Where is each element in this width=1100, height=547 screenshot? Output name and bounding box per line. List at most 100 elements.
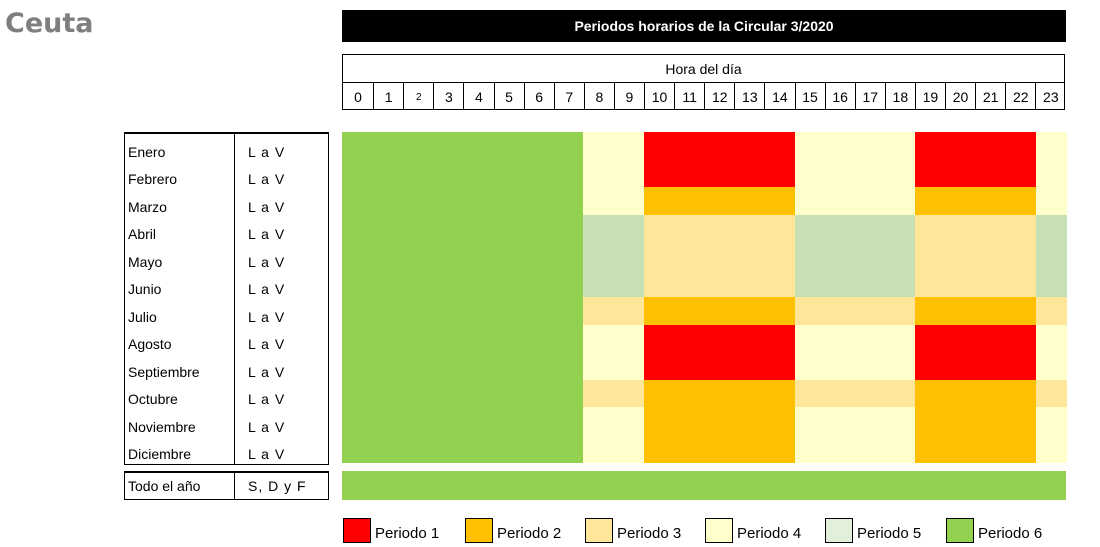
period-cell <box>372 352 403 381</box>
period-cell <box>402 132 434 161</box>
period-cell <box>794 379 826 408</box>
period-cell <box>583 407 615 436</box>
month-label: Octubre <box>128 391 178 408</box>
period-cell <box>915 187 946 216</box>
period-cell <box>432 242 464 271</box>
period-cell <box>704 269 735 298</box>
period-cell <box>885 352 916 381</box>
period-cell <box>462 214 494 243</box>
period-cell <box>794 269 826 298</box>
hour-tick-label: 9 <box>613 83 644 110</box>
hour-tick-label: 7 <box>553 83 584 110</box>
period-cell <box>523 132 554 161</box>
period-cell <box>794 187 826 216</box>
period-cell <box>402 352 434 381</box>
period-cell <box>885 132 916 161</box>
period-cell <box>342 379 373 408</box>
hour-tick-label: 10 <box>644 83 674 110</box>
period-cell <box>945 407 977 436</box>
period-cell <box>824 324 856 353</box>
period-cell <box>734 132 765 161</box>
period-cell <box>704 242 735 271</box>
day-type-label: L a V <box>248 308 286 325</box>
all-year-label: Todo el año <box>128 478 201 494</box>
period-cell <box>673 269 705 298</box>
period-cell <box>1035 352 1067 381</box>
period-cell <box>492 434 524 463</box>
period-cell <box>553 242 584 271</box>
period-cell <box>945 297 977 326</box>
hour-tick-label: 6 <box>523 83 554 110</box>
period-cell <box>643 352 675 381</box>
period-cell <box>673 379 705 408</box>
period-cell <box>915 379 946 408</box>
period-cell <box>643 407 675 436</box>
period-cell <box>1005 407 1037 436</box>
period-cell <box>342 297 373 326</box>
period-cell <box>1005 269 1037 298</box>
period-cell <box>734 434 765 463</box>
period-cell <box>372 132 403 161</box>
hour-tick-label: 20 <box>945 83 975 110</box>
period-cell <box>492 297 524 326</box>
period-cell <box>945 132 977 161</box>
period-cell <box>643 187 675 216</box>
all-year-days: S, D y F <box>248 478 307 494</box>
period-cell <box>492 379 524 408</box>
period-cell <box>553 379 584 408</box>
period-cell <box>583 297 615 326</box>
period-cell <box>432 187 464 216</box>
period-cell <box>492 407 524 436</box>
period-cell <box>643 297 675 326</box>
period-cell <box>372 324 403 353</box>
legend-swatch <box>825 518 853 543</box>
period-cell <box>613 434 645 463</box>
period-cell <box>523 407 554 436</box>
hour-tick-label: 0 <box>354 88 362 105</box>
period-cell <box>372 214 403 243</box>
period-cell <box>734 214 765 243</box>
period-cell <box>462 242 494 271</box>
period-cell <box>643 242 675 271</box>
legend-label: Periodo 4 <box>737 525 802 542</box>
period-cell <box>794 297 826 326</box>
period-cell <box>764 269 796 298</box>
period-cell <box>492 132 524 161</box>
period-cell <box>673 297 705 326</box>
legend-item: Periodo 5 <box>825 518 921 543</box>
period-cell <box>342 407 373 436</box>
period-cell <box>643 324 675 353</box>
period-cell <box>824 297 856 326</box>
period-cell <box>613 297 645 326</box>
period-cell <box>734 297 765 326</box>
period-cell <box>613 324 645 353</box>
period-cell <box>945 324 977 353</box>
period-cell <box>523 434 554 463</box>
period-cell <box>553 132 584 161</box>
month-label: Diciembre <box>128 446 192 463</box>
period-cell <box>915 407 946 436</box>
period-cell <box>523 324 554 353</box>
period-cell <box>824 434 856 463</box>
period-cell <box>462 379 494 408</box>
period-cell <box>704 407 735 436</box>
period-cell <box>432 324 464 353</box>
period-cell <box>824 242 856 271</box>
period-cell <box>915 297 946 326</box>
period-cell <box>372 297 403 326</box>
period-cell <box>342 132 373 161</box>
period-cell <box>402 434 434 463</box>
period-cell <box>764 132 796 161</box>
period-cell <box>794 407 826 436</box>
period-cell <box>915 132 946 161</box>
period-cell <box>945 379 977 408</box>
period-cell <box>734 352 765 381</box>
period-cell <box>945 352 977 381</box>
period-cell <box>704 214 735 243</box>
period-cell <box>523 242 554 271</box>
period-cell <box>553 352 584 381</box>
period-cell <box>583 379 615 408</box>
period-cell <box>432 407 464 436</box>
period-cell <box>643 434 675 463</box>
period-cell <box>372 434 403 463</box>
